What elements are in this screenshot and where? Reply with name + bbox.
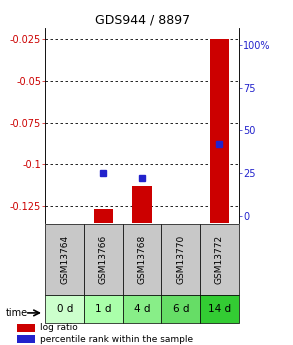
Text: 1 d: 1 d [95, 304, 112, 314]
Bar [210, 39, 229, 223]
FancyBboxPatch shape [123, 224, 161, 295]
FancyBboxPatch shape [84, 224, 123, 295]
Bar [17, 335, 35, 343]
Title: GDS944 / 8897: GDS944 / 8897 [95, 13, 190, 27]
FancyBboxPatch shape [161, 295, 200, 323]
Text: GSM13766: GSM13766 [99, 235, 108, 284]
Text: 4 d: 4 d [134, 304, 150, 314]
Text: GSM13772: GSM13772 [215, 235, 224, 284]
Text: 14 d: 14 d [208, 304, 231, 314]
Text: GSM13770: GSM13770 [176, 235, 185, 284]
FancyBboxPatch shape [200, 295, 239, 323]
FancyBboxPatch shape [161, 224, 200, 295]
Text: 6 d: 6 d [173, 304, 189, 314]
Bar [94, 209, 113, 223]
Text: GSM13764: GSM13764 [60, 235, 69, 284]
Text: log ratio: log ratio [40, 324, 78, 333]
FancyBboxPatch shape [45, 295, 84, 323]
Text: 0 d: 0 d [57, 304, 73, 314]
FancyBboxPatch shape [45, 224, 84, 295]
Text: GSM13768: GSM13768 [138, 235, 146, 284]
FancyBboxPatch shape [84, 295, 123, 323]
Bar [132, 186, 152, 223]
Text: percentile rank within the sample: percentile rank within the sample [40, 335, 193, 344]
FancyBboxPatch shape [123, 295, 161, 323]
FancyBboxPatch shape [200, 224, 239, 295]
Text: time: time [6, 308, 28, 318]
Bar [17, 324, 35, 332]
